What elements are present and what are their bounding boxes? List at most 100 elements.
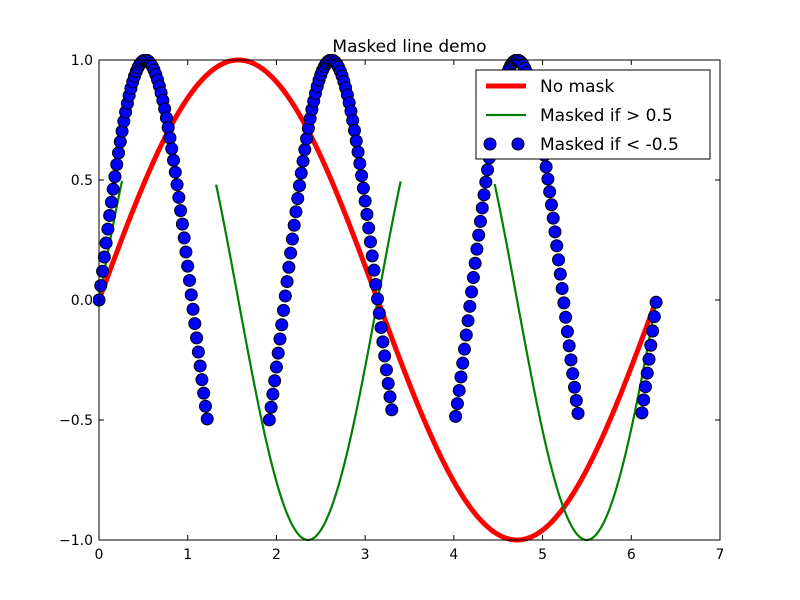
series-3 (93, 54, 663, 427)
series-3-point (637, 393, 651, 407)
series-3-point (167, 153, 181, 167)
series-3-point (550, 239, 564, 253)
series-3-point (564, 353, 578, 367)
series-3-point (571, 406, 585, 420)
series-3-point (349, 134, 363, 148)
series-3-point (470, 242, 484, 256)
series-3-point (193, 359, 207, 373)
x-tick-label: 2 (272, 547, 281, 563)
series-3-point (479, 175, 493, 189)
series-3-point (264, 400, 278, 414)
series-3-point (383, 390, 397, 404)
series-3-point (463, 299, 477, 313)
x-tick-label: 4 (449, 547, 458, 563)
y-tick-label: 0.5 (71, 173, 93, 189)
series-3-point (449, 409, 463, 423)
series-3-point (638, 380, 652, 394)
legend-label: No mask (540, 77, 614, 97)
series-3-point (277, 303, 291, 317)
series-3-point (188, 317, 202, 331)
series-3-point (560, 325, 574, 339)
series-3-point (97, 250, 111, 264)
x-tick-label: 1 (183, 547, 192, 563)
series-3-point (562, 339, 576, 353)
series-3-point (568, 380, 582, 394)
legend-label: Masked if < -0.5 (540, 135, 679, 155)
x-tick-label: 7 (716, 547, 725, 563)
series-3-point (106, 182, 120, 196)
series-3-point (266, 387, 280, 401)
series-3-point (459, 328, 473, 342)
legend: No mask Masked if > 0.5 Masked if < -0.5 (475, 69, 711, 160)
series-3-point (456, 356, 470, 370)
series-3-point (168, 165, 182, 179)
series-3-point (190, 331, 204, 345)
legend-marker (511, 137, 525, 151)
series-3-point (296, 154, 310, 168)
series-3-point (356, 181, 370, 195)
series-3-point (475, 201, 489, 215)
series-3-point (278, 289, 292, 303)
series-3-point (181, 259, 195, 273)
series-3-point (553, 267, 567, 281)
series-3-point (543, 185, 557, 199)
series-3-point (170, 178, 184, 192)
series-3-point (113, 135, 127, 149)
series-3-point (544, 198, 558, 212)
series-3-point (646, 324, 660, 338)
series-3-point (473, 214, 487, 228)
series-3-point (186, 302, 200, 316)
series-3-point (268, 374, 282, 388)
series-3-point (163, 131, 177, 145)
series-3-point (182, 273, 196, 287)
series-3-point (465, 285, 479, 299)
series-3-point (165, 142, 179, 156)
x-tick-label: 5 (538, 547, 547, 563)
series-3-point (376, 335, 390, 349)
series-3-point (363, 235, 377, 249)
series-3-point (198, 399, 212, 413)
x-tick-label: 0 (95, 547, 104, 563)
series-3-point (285, 232, 299, 246)
series-3-point (369, 277, 383, 291)
series-3-point (385, 403, 399, 417)
series-3-point (367, 263, 381, 277)
series-3-point (179, 245, 193, 259)
series-3-point (552, 253, 566, 267)
legend-label: Masked if > 0.5 (540, 106, 673, 126)
series-3-point (110, 157, 124, 171)
series-3-point (184, 288, 198, 302)
series-3-point (298, 143, 312, 157)
series-3-point (112, 146, 126, 160)
series-3-point (197, 386, 211, 400)
series-3-point (381, 376, 395, 390)
x-tick-label: 6 (627, 547, 636, 563)
y-tick-label: −0.5 (59, 413, 93, 429)
series-3-point (360, 207, 374, 221)
y-tick-label: 0.0 (71, 293, 93, 309)
series-3-point (371, 292, 385, 306)
series-2-line (493, 183, 658, 542)
series-3-point (557, 296, 571, 310)
series-3-point (640, 366, 654, 380)
series-3-point (481, 163, 495, 177)
series-layer (93, 54, 663, 543)
series-3-point (292, 179, 306, 193)
series-3-point (461, 314, 475, 328)
ticks-layer: 0 1 2 3 4 5 6 7 −1.0 −0.5 0.0 0.5 1.0 (59, 53, 724, 563)
series-3-point (569, 393, 583, 407)
series-3-point (365, 249, 379, 263)
series-3-point (635, 406, 649, 420)
series-3-point (458, 342, 471, 356)
series-3-point (108, 170, 122, 184)
series-3-point (468, 256, 482, 270)
series-3-point (271, 346, 285, 360)
series-3-point (566, 367, 580, 381)
series-3-point (191, 345, 205, 359)
series-3-point (275, 318, 289, 332)
series-3-point (195, 373, 209, 387)
y-tick-label: −1.0 (59, 533, 93, 549)
chart-title: Masked line demo (332, 37, 486, 57)
series-3-point (548, 225, 562, 239)
series-3-point (452, 383, 466, 397)
